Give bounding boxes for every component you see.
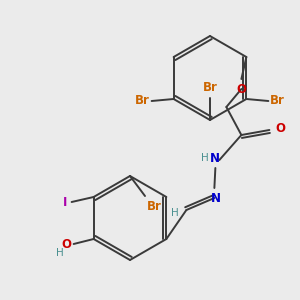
Text: H: H: [56, 248, 64, 258]
Text: N: N: [210, 152, 220, 164]
Text: O: O: [236, 83, 246, 96]
Text: Br: Br: [135, 94, 150, 107]
Text: Br: Br: [147, 200, 162, 213]
Text: O: O: [275, 122, 285, 134]
Text: O: O: [61, 238, 72, 250]
Text: Br: Br: [202, 81, 217, 94]
Text: Br: Br: [270, 94, 285, 107]
Text: H: H: [202, 153, 209, 163]
Text: I: I: [63, 196, 68, 208]
Text: H: H: [171, 208, 178, 218]
Text: N: N: [212, 192, 221, 205]
